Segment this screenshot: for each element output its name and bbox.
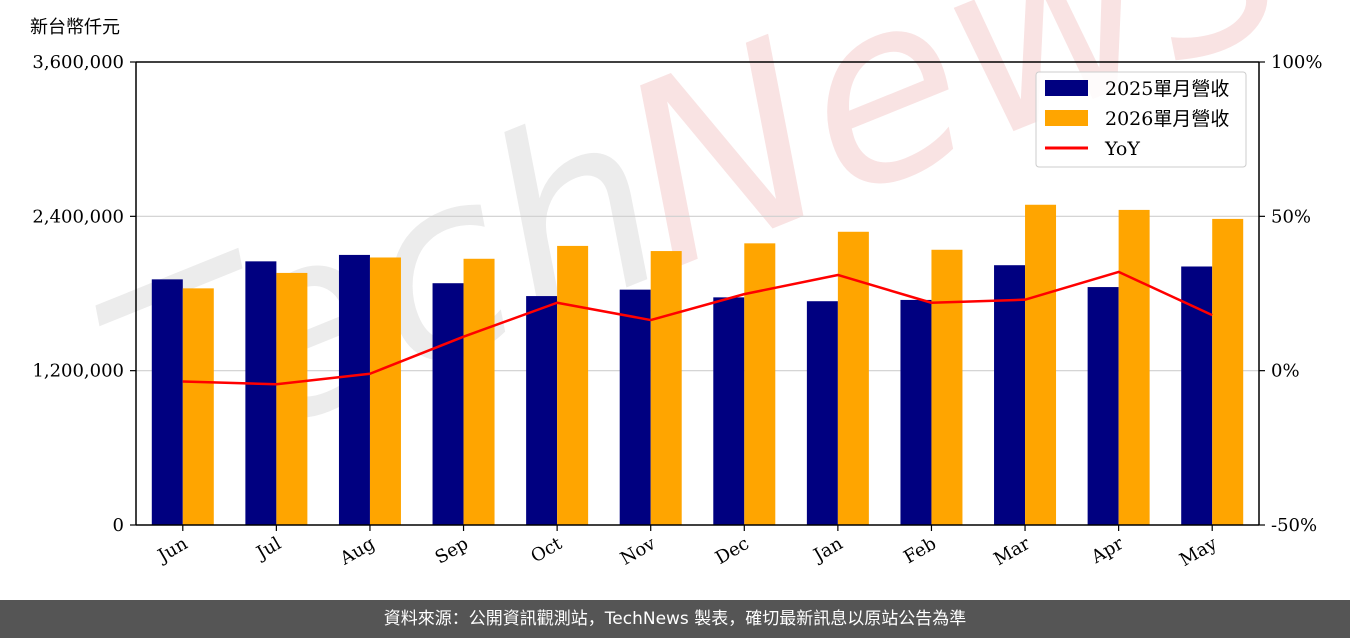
legend-swatch-2025 [1045,80,1088,96]
bar-2025 [619,289,651,525]
bar-2026 [931,249,963,525]
x-tick-label: Feb [900,533,940,568]
x-tick-label: Aug [336,533,379,570]
bar-2025 [245,261,277,525]
y-right-ticks: -50% 0% 50% 100% [1259,52,1322,536]
bar-2025 [806,301,838,525]
x-tick-label: Jan [809,533,847,567]
bar-2026 [463,258,495,525]
bar-2025 [526,296,558,525]
yoy-line-group [182,270,1213,386]
y-left-tick-label: 0 [113,515,124,536]
x-tick-label: Dec [712,533,753,569]
x-tick-label: Oct [527,533,566,568]
x-tick-label: Nov [617,533,660,570]
legend-label-2025: 2025單月營收 [1105,78,1229,100]
x-tick-label: Apr [1087,533,1127,568]
bar-2026 [182,288,214,525]
legend-label-yoy: YoY [1104,138,1140,160]
y-left-tick-label: 2,400,000 [32,206,124,227]
bar-2026 [557,245,589,526]
legend: 2025單月營收 2026單月營收 YoY [1035,71,1247,168]
bar-2026 [276,272,308,525]
bar-2025 [1181,266,1213,525]
y-right-tick-label: 100% [1271,52,1322,73]
y-right-tick-label: -50% [1271,515,1317,536]
x-tick-label: Mar [990,533,1034,570]
bar-2025 [994,265,1026,525]
x-tick-label: May [1176,533,1221,571]
bar-2026 [1025,204,1057,525]
y-left-ticks: 0 1,200,000 2,400,000 3,600,000 [32,52,136,536]
axes-frame [135,61,1260,526]
bar-2025 [713,297,745,525]
bar-2026 [744,243,776,525]
bar-2026 [1118,209,1150,525]
y-left-tick-label: 3,600,000 [32,52,124,73]
bars [151,204,1244,526]
y-left-tick-label: 1,200,000 [32,361,124,382]
bar-2025 [151,279,183,525]
bar-2025 [900,299,932,525]
bar-2026 [650,251,682,525]
source-footer: 資料來源：公開資訊觀測站，TechNews 製表，確切最新訊息以原站公告為準 [0,600,1350,638]
bar-2025 [338,254,370,525]
x-ticks: Jun Jul Aug Sep Oct Nov Dec Jan Feb Mar Apr May [153,525,1221,571]
x-tick-label: Jul [251,533,285,565]
x-tick-label: Sep [432,533,472,568]
y-unit-label: 新台幣仟元 [30,17,120,38]
chart: Tech News 新台幣仟元 01,200,0002,400,0003,600… [30,0,1322,571]
gridlines [136,215,1259,372]
bar-2026 [1212,218,1244,525]
yoy-line [182,270,1213,386]
y-right-tick-label: 50% [1271,206,1311,227]
bar-2025 [432,283,464,525]
x-tick-label: Jun [153,533,192,568]
legend-swatch-2026 [1045,110,1088,126]
bar-2026 [369,257,401,525]
legend-box [1035,71,1247,168]
y-right-tick-label: 0% [1271,361,1300,382]
bar-2025 [1087,287,1119,525]
legend-label-2026: 2026單月營收 [1105,108,1229,130]
